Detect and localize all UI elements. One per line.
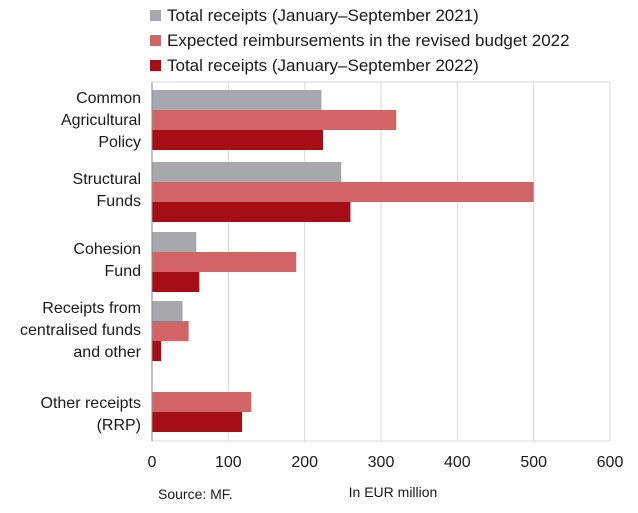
x-tick-label-300: 300 — [368, 454, 395, 471]
category-label-line: Other receipts — [41, 395, 141, 412]
legend-swatch-2022 — [150, 60, 161, 71]
category-label-line: Structural — [73, 171, 141, 188]
category-label-1: Structural Funds — [73, 171, 141, 210]
x-tick-label-500: 500 — [520, 454, 547, 471]
legend-label-expected-2022: Expected reimbursements in the revised b… — [167, 30, 570, 50]
category-label-line: Fund — [105, 263, 141, 280]
x-tick-label-200: 200 — [291, 454, 318, 471]
category-label-0: Common Agricultural Policy — [61, 90, 141, 151]
category-label-line: Receipts from — [42, 300, 141, 317]
bar-4-series-2 — [152, 412, 243, 432]
source-note: Source: MF. — [158, 486, 233, 502]
bar-3-series-0 — [152, 301, 183, 321]
category-label-3: Receipts from centralised funds and other — [20, 300, 142, 361]
category-label-line: Cohesion — [73, 241, 141, 258]
bar-1-series-0 — [152, 162, 342, 182]
legend-swatch-2021 — [150, 10, 161, 21]
category-label-line: Common — [76, 90, 141, 107]
x-tick-label-100: 100 — [215, 454, 242, 471]
legend-item-expected-2022: Expected reimbursements in the revised b… — [150, 28, 570, 53]
legend-item-2022: Total receipts (January–September 2022) — [150, 53, 570, 78]
chart-legend: Total receipts (January–September 2021) … — [150, 3, 570, 78]
bar-1-series-1 — [152, 182, 534, 202]
bar-2-series-2 — [152, 272, 200, 292]
bar-0-series-2 — [152, 130, 323, 150]
bar-1-series-2 — [152, 202, 351, 222]
category-label-4: Other receipts (RRP) — [41, 395, 141, 434]
category-label-line: (RRP) — [97, 417, 141, 434]
bar-4-series-1 — [152, 392, 252, 412]
x-axis-label: In EUR million — [349, 484, 438, 500]
bar-2-series-0 — [152, 232, 197, 252]
category-label-line: Agricultural — [61, 112, 141, 129]
x-tick-label-400: 400 — [444, 454, 471, 471]
bar-3-series-1 — [152, 321, 189, 341]
category-label-line: Policy — [98, 134, 141, 151]
bar-0-series-1 — [152, 110, 397, 130]
category-label-line: Funds — [97, 193, 141, 210]
bar-2-series-1 — [152, 252, 297, 272]
legend-item-2021: Total receipts (January–September 2021) — [150, 3, 570, 28]
x-tick-label-0: 0 — [148, 454, 157, 471]
legend-label-2022: Total receipts (January–September 2022) — [167, 55, 479, 75]
category-label-line: and other — [73, 344, 141, 361]
bar-0-series-0 — [152, 90, 322, 110]
x-tick-label-600: 600 — [597, 454, 624, 471]
category-label-line: centralised funds — [20, 322, 141, 339]
category-label-2: Cohesion Fund — [73, 241, 141, 280]
bar-3-series-2 — [152, 341, 162, 361]
legend-swatch-expected-2022 — [150, 35, 161, 46]
legend-label-2021: Total receipts (January–September 2021) — [167, 5, 479, 25]
